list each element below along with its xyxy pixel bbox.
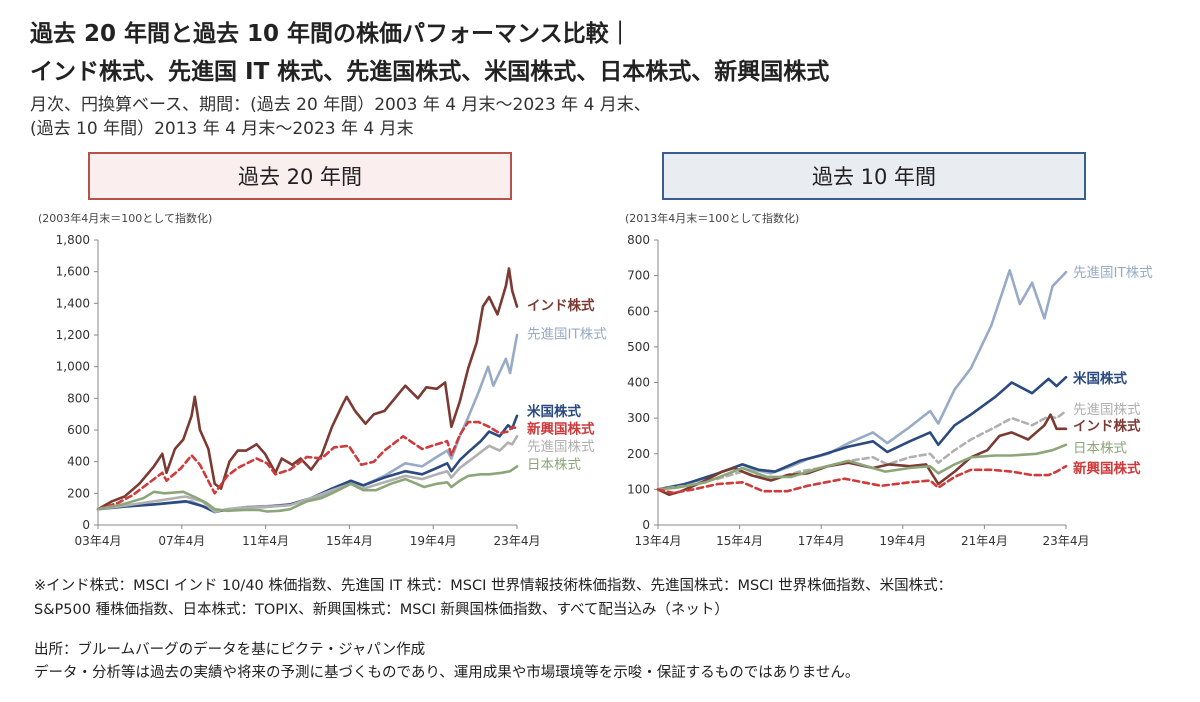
x-tick-label: 15年4月 bbox=[716, 534, 763, 548]
series-end-label-it: 先進国IT株式 bbox=[1073, 265, 1153, 281]
series-line-em-10y bbox=[656, 464, 1068, 495]
y-tick-label: 0 bbox=[642, 518, 650, 532]
index-base-note-10y: (2013年4月末＝100として指数化) bbox=[625, 211, 799, 225]
x-tick-label: 23年4月 bbox=[494, 534, 541, 548]
y-tick-label: 200 bbox=[67, 486, 90, 500]
footnote-line2: S&P500 種株価指数、日本株式：TOPIX、新興国株式：MSCI 新興国株価… bbox=[34, 602, 729, 618]
y-tick-label: 1,000 bbox=[56, 360, 90, 374]
disclaimer-note: データ・分析等は過去の実績や将来の予測に基づくものであり、運用成果や市場環境等を… bbox=[34, 665, 860, 681]
x-tick-label: 15年4月 bbox=[326, 534, 373, 548]
y-tick-label: 600 bbox=[67, 423, 90, 437]
y-tick-label: 1,200 bbox=[56, 328, 90, 342]
x-tick-label: 19年4月 bbox=[879, 534, 926, 548]
index-base-note-20y: (2003年4月末＝100として指数化) bbox=[38, 211, 212, 225]
series-line-dev-20y bbox=[96, 435, 519, 513]
y-tick-label: 100 bbox=[627, 482, 650, 496]
series-end-label-india: インド株式 bbox=[1073, 417, 1141, 434]
y-tick-label: 600 bbox=[627, 304, 650, 318]
y-tick-label: 1,400 bbox=[56, 296, 90, 310]
y-tick-label: 0 bbox=[82, 518, 90, 532]
panel-title-10y: 過去 10 年間 bbox=[662, 152, 1086, 200]
series-line-jp-20y bbox=[96, 465, 519, 513]
series-line-em-20y bbox=[96, 420, 519, 511]
chart-title-line1: 過去 20 年間と過去 10 年間の株価パフォーマンス比較｜ bbox=[30, 21, 632, 47]
x-tick-label: 03年4月 bbox=[75, 534, 122, 548]
source-note: 出所：ブルームバーグのデータを基にピクテ・ジャパン作成 bbox=[34, 642, 426, 658]
chart-title-line2: インド株式、先進国 IT 株式、先進国株式、米国株式、日本株式、新興国株式 bbox=[30, 59, 830, 85]
series-end-label-jp: 日本株式 bbox=[1073, 440, 1127, 456]
y-tick-label: 200 bbox=[627, 447, 650, 461]
y-tick-label: 700 bbox=[627, 269, 650, 283]
y-tick-label: 400 bbox=[67, 455, 90, 469]
y-tick-label: 1,800 bbox=[56, 233, 90, 247]
y-tick-label: 1,600 bbox=[56, 265, 90, 279]
y-tick-label: 300 bbox=[627, 411, 650, 425]
x-tick-label: 23年4月 bbox=[1043, 534, 1090, 548]
x-tick-label: 11年4月 bbox=[242, 534, 289, 548]
series-line-us-20y bbox=[96, 414, 519, 513]
series-end-label-us: 米国株式 bbox=[527, 403, 581, 420]
series-end-label-dev: 先進国株式 bbox=[1073, 402, 1141, 418]
series-end-label-em: 新興国株式 bbox=[1073, 460, 1141, 477]
subtitle-line1: 月次、円換算ベース、期間：(過去 20 年間）2003 年 4 月末～2023 … bbox=[30, 95, 651, 115]
x-tick-label: 21年4月 bbox=[961, 534, 1008, 548]
y-tick-label: 400 bbox=[627, 376, 650, 390]
y-tick-label: 800 bbox=[627, 233, 650, 247]
series-end-label-it: 先進国IT株式 bbox=[527, 326, 607, 342]
panel-title-20y: 過去 20 年間 bbox=[88, 152, 512, 200]
footnote-line1: ※インド株式：MSCI インド 10/40 株価指数、先進国 IT 株式：MSC… bbox=[34, 578, 953, 594]
y-tick-label: 800 bbox=[67, 391, 90, 405]
series-line-jp-10y bbox=[656, 443, 1068, 491]
x-tick-label: 07年4月 bbox=[158, 534, 205, 548]
subtitle-line2: (過去 10 年間）2013 年 4 月末～2023 年 4 月末 bbox=[30, 119, 414, 139]
x-tick-label: 19年4月 bbox=[410, 534, 457, 548]
y-tick-label: 500 bbox=[627, 340, 650, 354]
series-line-us-10y bbox=[656, 375, 1068, 491]
x-tick-label: 13年4月 bbox=[635, 534, 682, 548]
series-end-label-dev: 先進国株式 bbox=[527, 439, 595, 455]
series-line-india-20y bbox=[96, 267, 519, 511]
series-line-india-10y bbox=[656, 413, 1068, 496]
series-end-label-em: 新興国株式 bbox=[527, 420, 595, 437]
series-end-label-india: インド株式 bbox=[527, 297, 595, 314]
series-end-label-jp: 日本株式 bbox=[527, 457, 581, 473]
x-tick-label: 17年4月 bbox=[798, 534, 845, 548]
series-end-label-us: 米国株式 bbox=[1073, 370, 1127, 387]
